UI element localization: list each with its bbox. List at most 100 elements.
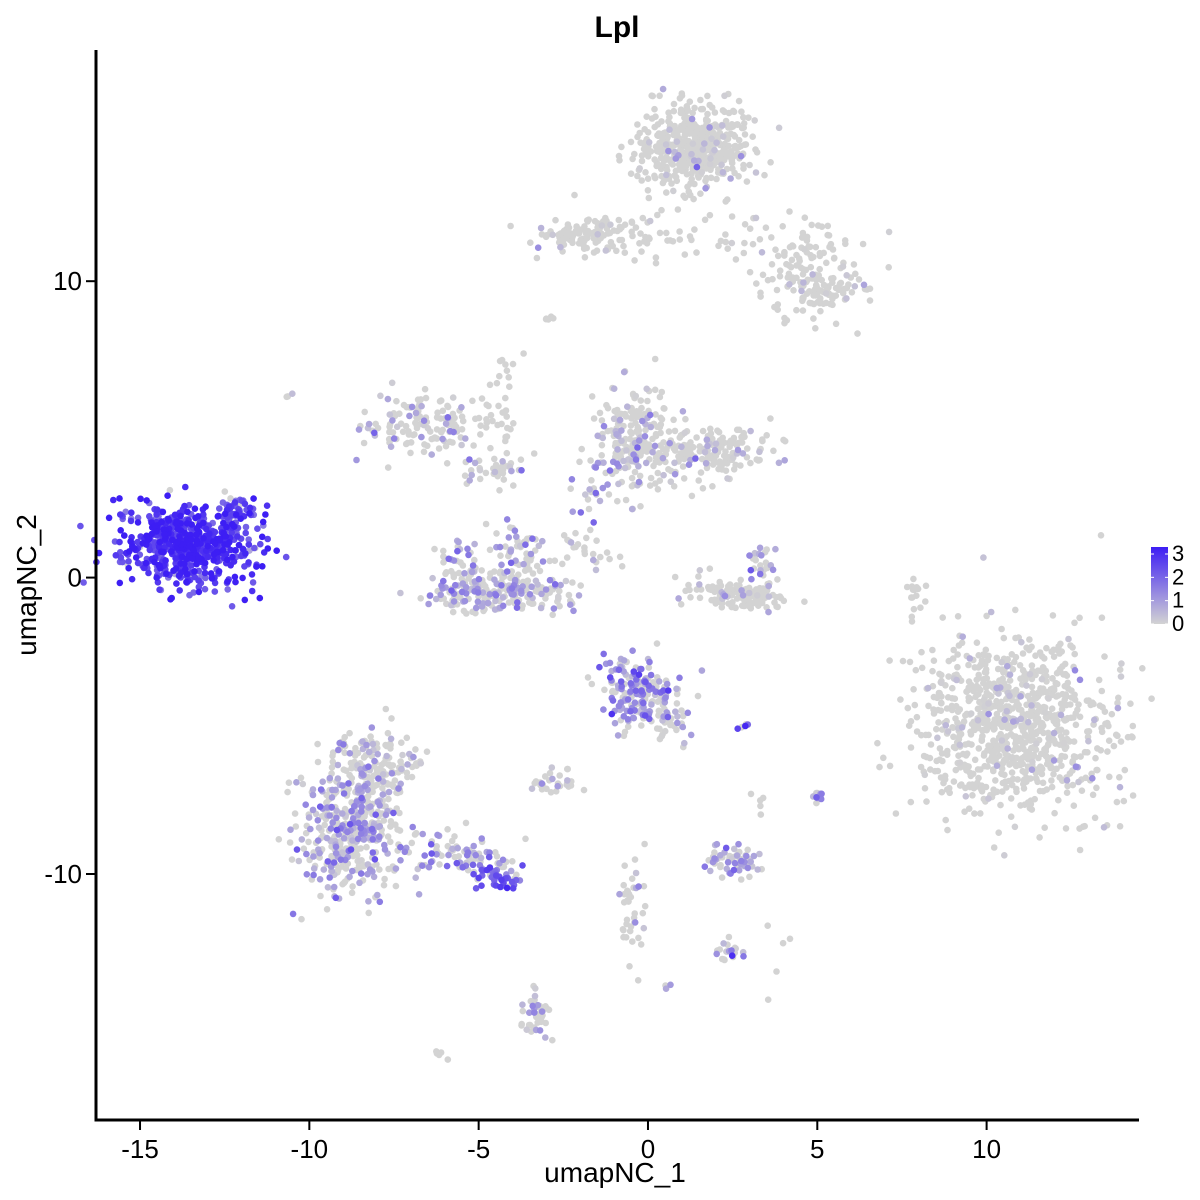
data-point <box>1128 733 1135 740</box>
data-point <box>498 561 505 569</box>
data-point <box>628 505 636 513</box>
data-point <box>572 227 580 235</box>
data-point <box>383 752 391 760</box>
data-point <box>934 734 941 742</box>
data-point <box>1072 753 1079 761</box>
data-point <box>580 245 588 252</box>
data-point <box>997 801 1004 809</box>
data-point <box>977 686 984 694</box>
data-point <box>622 496 630 504</box>
data-point <box>509 858 516 865</box>
data-point <box>671 427 679 435</box>
data-point <box>470 442 477 449</box>
data-point <box>843 272 850 279</box>
data-point <box>699 131 706 139</box>
data-point <box>328 794 336 801</box>
data-point <box>604 404 612 412</box>
data-point <box>551 581 559 588</box>
data-point <box>474 598 482 605</box>
data-point <box>1008 651 1016 658</box>
data-point <box>596 663 603 671</box>
data-point <box>329 819 337 826</box>
data-point <box>733 852 741 859</box>
data-point <box>515 571 522 578</box>
data-point <box>688 492 696 500</box>
data-point <box>516 542 524 550</box>
data-point <box>814 298 822 306</box>
data-point <box>482 469 490 477</box>
data-point <box>229 520 236 528</box>
data-point <box>652 259 660 267</box>
data-point <box>1097 747 1105 754</box>
data-point <box>681 120 688 127</box>
data-point <box>742 722 749 730</box>
data-point <box>799 229 807 237</box>
data-point <box>338 849 346 856</box>
data-point <box>508 568 516 575</box>
data-point <box>1115 694 1122 702</box>
data-point <box>740 429 747 437</box>
data-point <box>854 330 861 337</box>
data-point <box>420 417 428 425</box>
data-point <box>395 785 402 792</box>
data-point <box>511 527 519 534</box>
data-point <box>354 749 362 757</box>
data-point <box>1054 692 1062 699</box>
data-point <box>719 169 727 176</box>
data-point <box>717 863 724 871</box>
data-point <box>327 825 335 832</box>
data-point <box>1091 716 1098 724</box>
colorbar-tick-label: 3 <box>1172 541 1184 566</box>
data-point <box>257 540 264 548</box>
data-point <box>117 511 124 518</box>
data-point <box>733 441 741 448</box>
data-point <box>640 699 647 707</box>
data-point <box>1004 656 1011 663</box>
data-point <box>439 426 447 434</box>
data-point <box>763 432 770 439</box>
data-point <box>697 190 704 197</box>
data-point <box>1014 702 1021 709</box>
data-point <box>549 775 556 783</box>
data-point <box>998 737 1006 744</box>
data-point <box>375 775 382 782</box>
data-point <box>733 121 741 128</box>
data-point <box>1021 769 1029 777</box>
data-point <box>380 881 388 889</box>
data-point <box>379 791 387 798</box>
data-point <box>644 187 652 194</box>
data-point <box>876 763 883 771</box>
data-point <box>458 426 466 433</box>
data-point <box>423 748 431 755</box>
data-point <box>390 783 397 790</box>
data-point <box>967 681 975 689</box>
data-point <box>513 533 520 540</box>
data-point <box>153 506 161 513</box>
data-point <box>526 1009 533 1016</box>
data-point <box>365 909 373 917</box>
data-point <box>635 463 642 470</box>
data-point <box>1001 852 1008 859</box>
data-point <box>1035 689 1042 696</box>
data-point <box>1001 716 1008 723</box>
data-point <box>397 843 404 851</box>
data-point <box>754 592 761 599</box>
data-point <box>571 191 578 199</box>
data-point <box>609 242 616 250</box>
data-point <box>1058 752 1065 760</box>
data-point <box>374 424 382 432</box>
data-point <box>698 169 706 176</box>
data-point <box>701 140 708 147</box>
data-point <box>502 433 509 441</box>
data-point <box>636 165 643 172</box>
data-point <box>630 451 637 458</box>
data-point <box>781 437 789 445</box>
data-point <box>421 852 429 859</box>
data-point <box>752 169 760 176</box>
data-point <box>974 717 982 724</box>
data-point <box>210 551 218 558</box>
data-point <box>583 234 591 242</box>
data-point <box>1062 729 1070 736</box>
data-point <box>263 502 271 510</box>
data-point <box>355 862 363 869</box>
